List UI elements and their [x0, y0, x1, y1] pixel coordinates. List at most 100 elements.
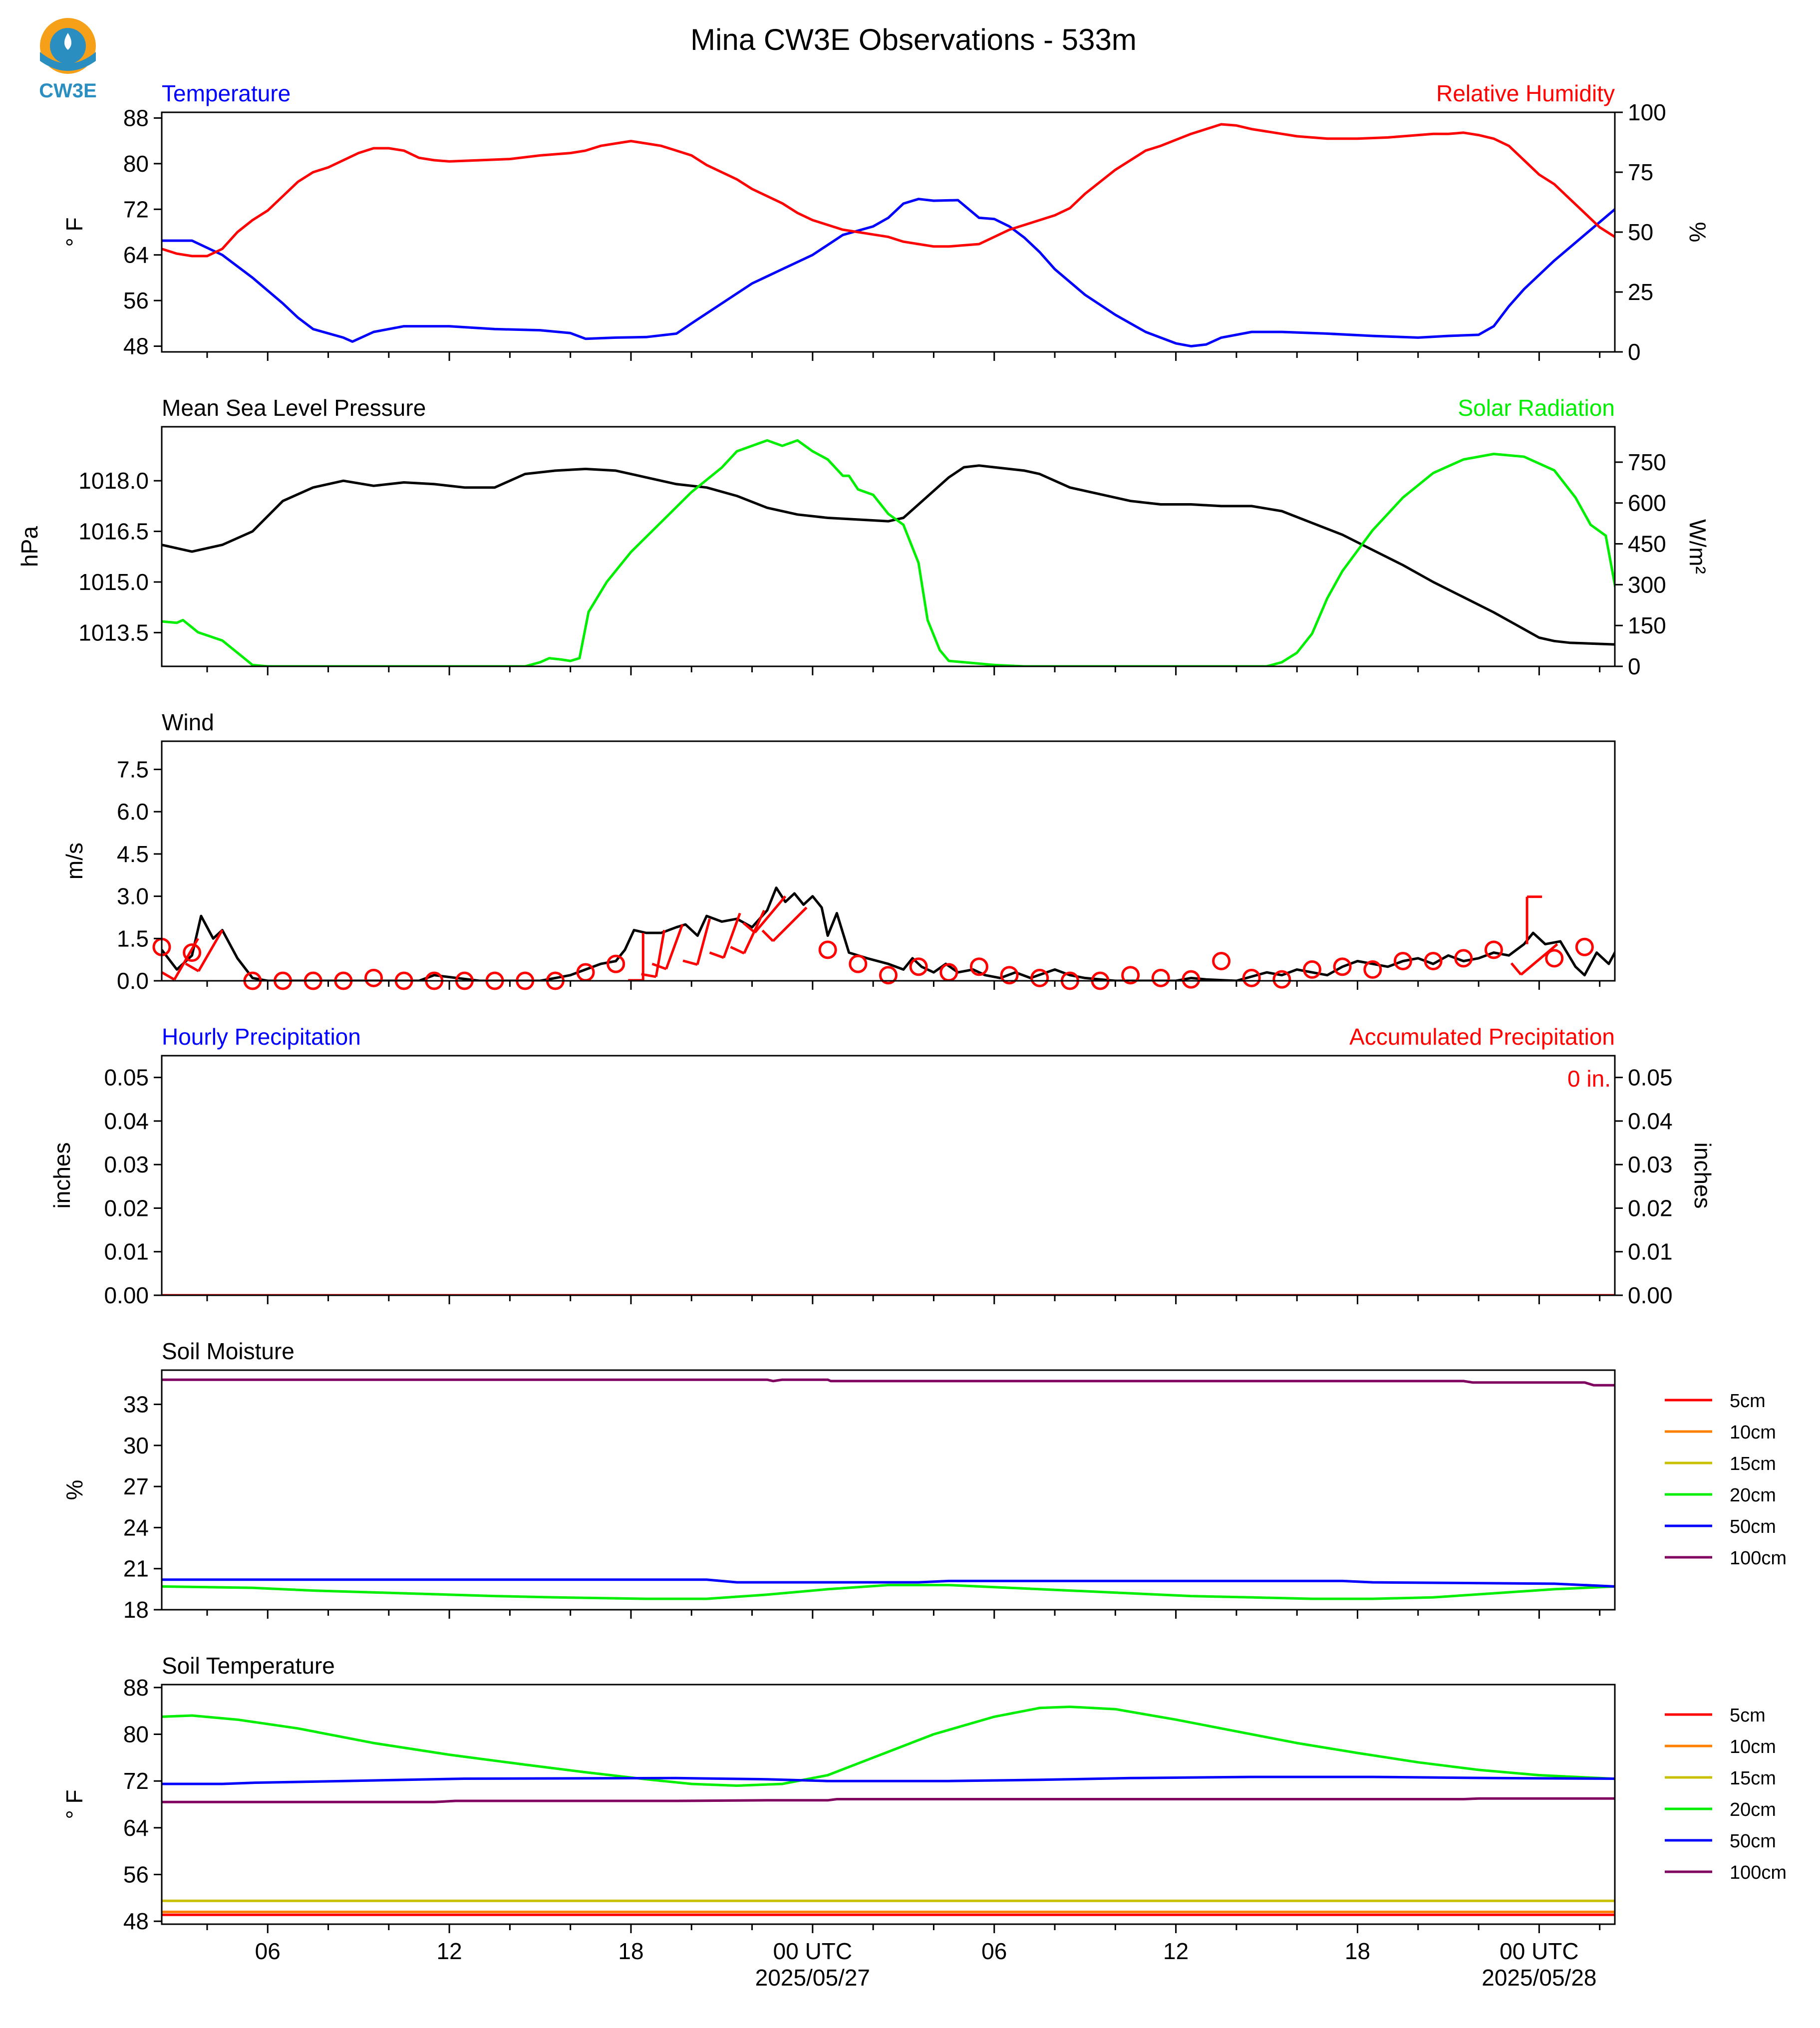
ytick-label-left: 80 [123, 1722, 149, 1747]
legend-label: 20cm [1730, 1485, 1776, 1506]
ytick-label-left: 48 [123, 1908, 149, 1934]
ylabel-left: ° F [61, 217, 87, 247]
xtick-label: 18 [618, 1938, 643, 1964]
wind-barb-calm [1272, 970, 1291, 989]
ytick-label-right: 450 [1628, 531, 1666, 557]
panel-precip: Hourly Precipitation Accumulated Precipit… [49, 1024, 1716, 1308]
legend-label: 100cm [1730, 1862, 1787, 1883]
series-sm_50 [162, 1578, 1615, 1588]
panel-frame [161, 740, 1616, 982]
ytick-label-left: 80 [123, 151, 149, 177]
wind-barb-flag [742, 922, 756, 934]
wind-barb-calm [1030, 968, 1049, 987]
wind-barb-staff [197, 929, 224, 972]
panels-group: Temperature Relative Humidity 48 56 64 72 80 88… [16, 80, 1787, 1934]
ylabel-right: % [1685, 222, 1711, 243]
ytick-label-left: 24 [123, 1514, 149, 1540]
ytick-label-left: 64 [123, 242, 149, 268]
ytick-label-right: 25 [1628, 279, 1653, 305]
ytick-label-right: 0 [1628, 653, 1641, 679]
series-solar [162, 439, 1615, 666]
ytick-label-left: 88 [123, 105, 149, 131]
panel-title-left: Soil Temperature [162, 1653, 335, 1679]
ytick-label-left: 33 [123, 1392, 149, 1418]
legend-label: 15cm [1730, 1768, 1776, 1789]
panel-title-right: Relative Humidity [1436, 80, 1615, 106]
wind-barb-calm [1393, 951, 1412, 970]
ytick-label-left: 1016.5 [78, 519, 149, 545]
xtick-sublabel: 2025/05/28 [1482, 1965, 1596, 1991]
panel-temp_rh: Temperature Relative Humidity 48 56 64 72 80 88… [61, 80, 1711, 365]
wind-barb-flag [651, 962, 667, 970]
ytick-label-right: 0.00 [1628, 1282, 1673, 1308]
wind-barb-calm [818, 940, 837, 959]
series-sm_100 [162, 1378, 1615, 1387]
ytick-label-left: 3.0 [117, 883, 149, 909]
wind-barb-calm [1182, 970, 1201, 989]
ytick-label-right: 600 [1628, 490, 1666, 516]
wind-barb-staff [696, 918, 711, 965]
wind-barb-calm [1000, 966, 1019, 985]
ytick-label-right: 0.05 [1628, 1065, 1673, 1091]
wind-barb-flag [1510, 962, 1522, 976]
panel-title-left: Mean Sea Level Pressure [162, 395, 426, 421]
ytick-label-left: 4.5 [117, 841, 149, 867]
ytick-label-left: 0.05 [104, 1065, 149, 1091]
wind-barb-calm [607, 954, 625, 973]
panel-frame [161, 1055, 1616, 1296]
wind-barb-calm [1333, 957, 1352, 976]
wind-barb-flag [185, 962, 200, 972]
wind-barb-staff [665, 924, 684, 970]
wind-barb-calm [849, 954, 868, 973]
wind-barb-staff [173, 938, 199, 980]
wind-barb-calm [183, 943, 202, 962]
wind-barb-calm [879, 966, 898, 985]
panel-frame [161, 426, 1616, 667]
ytick-label-left: 6.0 [117, 799, 149, 825]
series-humidity [162, 123, 1615, 258]
panel-title-left: Wind [162, 709, 214, 735]
legend-label: 10cm [1730, 1422, 1776, 1443]
ytick-label-right: 0.03 [1628, 1152, 1673, 1177]
wind-barb-calm [1575, 937, 1594, 956]
panel-soil_temperature: Soil Temperature 48 56 64 72 80 88 ° F 5cm 10cm 15… [61, 1653, 1787, 1934]
ytick-label-left: 18 [123, 1597, 149, 1623]
wind-barb-calm [1303, 960, 1322, 979]
ylabel-left: % [61, 1480, 87, 1500]
wind-barb-calm [1151, 968, 1170, 987]
legend-label: 10cm [1730, 1737, 1776, 1757]
legend-label: 100cm [1730, 1548, 1787, 1569]
wind-barb-calm [909, 957, 928, 976]
ytick-label-left: 72 [123, 1768, 149, 1794]
wind-barb-flag [730, 945, 745, 955]
legend-label: 5cm [1730, 1391, 1766, 1412]
ytick-label-right: 150 [1628, 612, 1666, 638]
wind-barb-flag [161, 971, 175, 981]
legend-label: 50cm [1730, 1516, 1776, 1537]
xtick-label: 12 [1163, 1938, 1189, 1964]
wind-barb-calm [1121, 966, 1140, 985]
ylabel-left: hPa [16, 526, 42, 567]
legend-label: 5cm [1730, 1705, 1766, 1726]
wind-barb-calm [1484, 940, 1503, 959]
wind-barb-calm [1212, 951, 1231, 970]
ytick-label-left: 72 [123, 196, 149, 222]
ytick-label-right: 100 [1628, 99, 1666, 125]
panel-title-left: Hourly Precipitation [162, 1024, 361, 1050]
ytick-label-left: 1013.5 [78, 619, 149, 645]
panel-title-right: Solar Radiation [1458, 395, 1615, 421]
ytick-label-right: 0.02 [1628, 1195, 1673, 1221]
panel-title-right: Accumulated Precipitation [1349, 1024, 1615, 1050]
xtick-sublabel: 2025/05/27 [755, 1965, 870, 1991]
wind-barb-staff [754, 895, 787, 933]
ytick-label-left: 0.02 [104, 1195, 149, 1221]
ytick-label-left: 1.5 [117, 925, 149, 951]
ylabel-right: W/m² [1685, 519, 1711, 574]
wind-barb-staff [772, 906, 808, 942]
wind-barb-staff [1520, 943, 1558, 976]
xtick-label: 06 [981, 1938, 1007, 1964]
ytick-label-left: 7.5 [117, 756, 149, 782]
series-temperature [162, 198, 1615, 348]
ytick-label-right: 300 [1628, 572, 1666, 597]
ylabel-left: inches [49, 1143, 75, 1209]
